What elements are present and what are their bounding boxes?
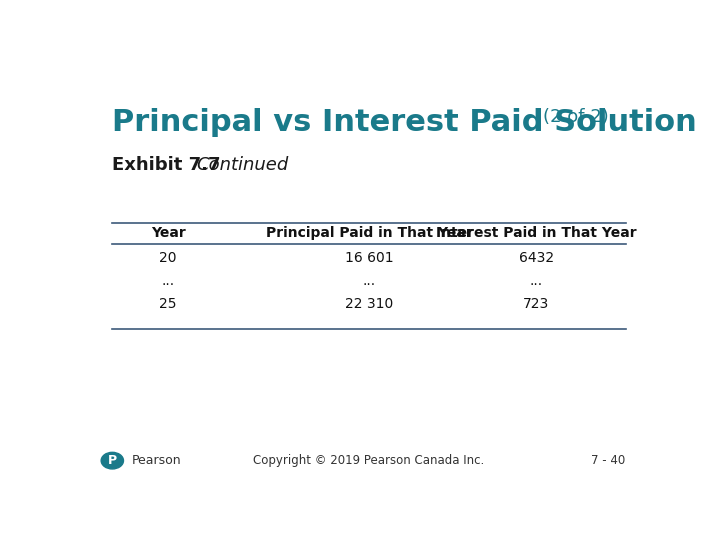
Text: 723: 723 (523, 297, 549, 311)
Text: Continued: Continued (196, 156, 288, 174)
Text: 25: 25 (159, 297, 177, 311)
Text: 16 601: 16 601 (345, 251, 393, 265)
Text: (2 of 2): (2 of 2) (543, 109, 609, 126)
Text: Principal Paid in That Year: Principal Paid in That Year (266, 226, 472, 240)
Text: 22 310: 22 310 (345, 297, 393, 311)
Text: Exhibit 7.7: Exhibit 7.7 (112, 156, 221, 174)
Text: 20: 20 (159, 251, 177, 265)
Text: Copyright © 2019 Pearson Canada Inc.: Copyright © 2019 Pearson Canada Inc. (253, 454, 485, 467)
Text: 6432: 6432 (519, 251, 554, 265)
Text: 7 - 40: 7 - 40 (591, 454, 626, 467)
Text: Principal vs Interest Paid Solution: Principal vs Interest Paid Solution (112, 109, 697, 138)
Text: Interest Paid in That Year: Interest Paid in That Year (436, 226, 636, 240)
Text: Pearson: Pearson (132, 454, 181, 467)
Text: ...: ... (362, 274, 376, 288)
Text: P: P (108, 454, 117, 467)
Text: ...: ... (161, 274, 175, 288)
Text: ...: ... (530, 274, 543, 288)
Circle shape (101, 453, 124, 469)
Text: Year: Year (150, 226, 186, 240)
